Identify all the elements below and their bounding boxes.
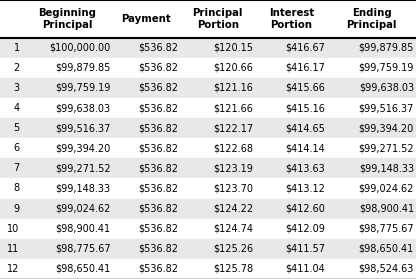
Text: $123.70: $123.70 xyxy=(213,184,254,194)
Text: 12: 12 xyxy=(7,264,20,274)
Text: $99,516.37: $99,516.37 xyxy=(359,103,414,113)
Text: Principal
Portion: Principal Portion xyxy=(193,8,243,30)
Text: $416.17: $416.17 xyxy=(285,63,325,73)
Text: $121.16: $121.16 xyxy=(214,83,254,93)
Text: $99,759.19: $99,759.19 xyxy=(55,83,111,93)
Text: 10: 10 xyxy=(7,224,20,234)
Text: $536.82: $536.82 xyxy=(138,204,178,214)
Text: $122.68: $122.68 xyxy=(213,143,254,153)
Text: $536.82: $536.82 xyxy=(138,163,178,173)
Text: $99,759.19: $99,759.19 xyxy=(359,63,414,73)
Text: $99,271.52: $99,271.52 xyxy=(55,163,111,173)
Text: 9: 9 xyxy=(13,204,20,214)
Text: $98,775.67: $98,775.67 xyxy=(55,244,111,254)
Text: $99,148.33: $99,148.33 xyxy=(55,184,111,194)
Text: $412.09: $412.09 xyxy=(285,224,325,234)
Text: $99,638.03: $99,638.03 xyxy=(359,83,414,93)
Text: $536.82: $536.82 xyxy=(138,123,178,133)
Text: $536.82: $536.82 xyxy=(138,184,178,194)
Text: 11: 11 xyxy=(7,244,20,254)
Text: $99,516.37: $99,516.37 xyxy=(55,123,111,133)
Text: $414.65: $414.65 xyxy=(285,123,325,133)
Bar xyxy=(0,239,416,259)
Text: $414.14: $414.14 xyxy=(285,143,325,153)
Text: 7: 7 xyxy=(13,163,20,173)
Bar xyxy=(0,0,416,38)
Bar xyxy=(0,58,416,78)
Text: $125.78: $125.78 xyxy=(213,264,254,274)
Text: $536.82: $536.82 xyxy=(138,143,178,153)
Text: $99,394.20: $99,394.20 xyxy=(55,143,111,153)
Text: $98,900.41: $98,900.41 xyxy=(55,224,111,234)
Text: 8: 8 xyxy=(13,184,20,194)
Text: $123.19: $123.19 xyxy=(214,163,254,173)
Text: $98,900.41: $98,900.41 xyxy=(359,204,414,214)
Text: 6: 6 xyxy=(13,143,20,153)
Bar xyxy=(0,259,416,279)
Text: $415.16: $415.16 xyxy=(285,103,325,113)
Text: 2: 2 xyxy=(13,63,20,73)
Text: $536.82: $536.82 xyxy=(138,244,178,254)
Text: Beginning
Principal: Beginning Principal xyxy=(38,8,96,30)
Text: $98,650.41: $98,650.41 xyxy=(359,244,414,254)
Text: Ending
Principal: Ending Principal xyxy=(347,8,397,30)
Text: $121.66: $121.66 xyxy=(214,103,254,113)
Text: $124.74: $124.74 xyxy=(213,224,254,234)
Text: $125.26: $125.26 xyxy=(213,244,254,254)
Text: $98,650.41: $98,650.41 xyxy=(55,264,111,274)
Text: $536.82: $536.82 xyxy=(138,224,178,234)
Text: $536.82: $536.82 xyxy=(138,83,178,93)
Text: $98,775.67: $98,775.67 xyxy=(358,224,414,234)
Bar xyxy=(0,199,416,219)
Text: $122.17: $122.17 xyxy=(213,123,254,133)
Text: $124.22: $124.22 xyxy=(213,204,254,214)
Text: $99,148.33: $99,148.33 xyxy=(359,163,414,173)
Text: 3: 3 xyxy=(13,83,20,93)
Text: 5: 5 xyxy=(13,123,20,133)
Text: Interest
Portion: Interest Portion xyxy=(269,8,314,30)
Text: $411.04: $411.04 xyxy=(285,264,325,274)
Text: $415.66: $415.66 xyxy=(285,83,325,93)
Bar xyxy=(0,158,416,179)
Text: $536.82: $536.82 xyxy=(138,264,178,274)
Text: $99,024.62: $99,024.62 xyxy=(359,184,414,194)
Text: $98,524.63: $98,524.63 xyxy=(359,264,414,274)
Text: $99,271.52: $99,271.52 xyxy=(358,143,414,153)
Text: $413.63: $413.63 xyxy=(285,163,325,173)
Text: $99,024.62: $99,024.62 xyxy=(55,204,111,214)
Bar xyxy=(0,138,416,158)
Text: $536.82: $536.82 xyxy=(138,43,178,53)
Text: Payment: Payment xyxy=(121,14,171,24)
Bar xyxy=(0,118,416,138)
Text: $100,000.00: $100,000.00 xyxy=(50,43,111,53)
Text: $413.12: $413.12 xyxy=(285,184,325,194)
Bar xyxy=(0,98,416,118)
Text: $99,394.20: $99,394.20 xyxy=(359,123,414,133)
Text: $416.67: $416.67 xyxy=(285,43,325,53)
Text: 1: 1 xyxy=(13,43,20,53)
Bar xyxy=(0,219,416,239)
Bar xyxy=(0,38,416,58)
Text: $120.15: $120.15 xyxy=(213,43,254,53)
Text: $120.66: $120.66 xyxy=(214,63,254,73)
Text: $536.82: $536.82 xyxy=(138,103,178,113)
Bar xyxy=(0,179,416,199)
Text: $411.57: $411.57 xyxy=(285,244,325,254)
Text: $99,638.03: $99,638.03 xyxy=(55,103,111,113)
Bar xyxy=(0,78,416,98)
Text: $99,879.85: $99,879.85 xyxy=(359,43,414,53)
Text: $99,879.85: $99,879.85 xyxy=(55,63,111,73)
Text: $536.82: $536.82 xyxy=(138,63,178,73)
Text: 4: 4 xyxy=(13,103,20,113)
Text: $412.60: $412.60 xyxy=(285,204,325,214)
